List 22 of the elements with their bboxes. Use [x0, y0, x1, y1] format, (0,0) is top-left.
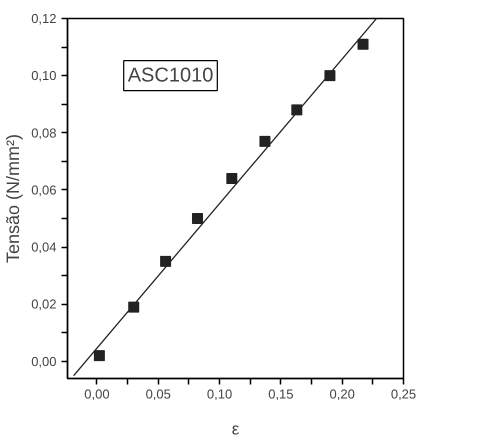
point	[259, 136, 270, 147]
y-tick-label: 0,08	[31, 125, 57, 140]
y-tick-label: 0,04	[31, 240, 57, 255]
point	[226, 173, 238, 184]
x-tick-label: 0,25	[390, 386, 416, 402]
x-axis-title: ε	[232, 420, 240, 438]
y-tick-label: 0,02	[31, 296, 57, 312]
x-tick-label: 0,00	[84, 386, 110, 402]
x-tick-label: 0,05	[146, 386, 171, 402]
y-tick-label: 0,00	[31, 354, 57, 369]
y-axis-title: Tensão (N/mm²)	[3, 134, 24, 264]
y-tick-label: 0,10	[31, 68, 57, 84]
x-tick-label: 0,10	[206, 386, 232, 402]
point	[192, 213, 203, 224]
y-tick-label: 0,06	[31, 182, 57, 198]
point	[94, 350, 105, 362]
x-tick-label: 0,15	[268, 386, 294, 402]
annotation: ASC1010	[128, 64, 214, 87]
point	[160, 256, 172, 267]
x-tick-label: 0,20	[330, 386, 355, 402]
point	[358, 38, 369, 50]
y-tick-label: 0,12	[31, 11, 57, 26]
